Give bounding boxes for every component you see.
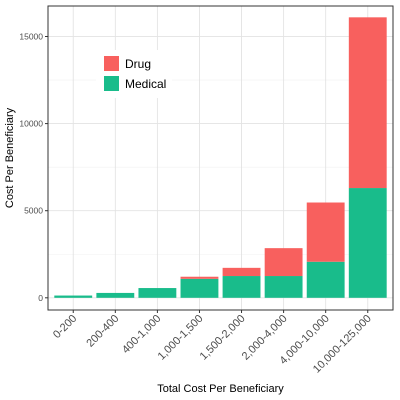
bars <box>54 17 387 298</box>
bar-drug-3 <box>180 276 219 279</box>
bar-medical-0 <box>54 295 93 298</box>
bar-medical-1 <box>96 292 135 298</box>
x-axis-title: Total Cost Per Beneficiary <box>157 383 284 395</box>
y-tick-label: 10000 <box>19 119 43 129</box>
legend-label-drug: Drug <box>125 57 151 71</box>
x-axis: 0-200 200-400400-1,0001,000-1,5001,500-2,… <box>51 310 374 376</box>
bar-medical-5 <box>264 276 303 298</box>
bar-medical-4 <box>222 276 261 298</box>
y-axis: 0 5000 10000 15000 <box>19 31 48 303</box>
bar-drug-7 <box>348 17 387 189</box>
legend-label-medical: Medical <box>125 77 166 91</box>
bar-medical-6 <box>306 261 345 298</box>
x-tick-label: 0-200 <box>51 313 79 341</box>
legend-swatch-drug <box>104 56 119 71</box>
legend-swatch-medical <box>104 76 119 91</box>
x-tick-label: 200-400 <box>84 313 121 350</box>
bar-medical-2 <box>138 288 177 298</box>
y-tick-label: 15000 <box>19 31 43 41</box>
plot-border <box>47 5 394 311</box>
bar-drug-4 <box>222 267 261 277</box>
y-axis-title: Cost Per Beneficiary <box>4 107 16 208</box>
legend: Drug Medical <box>96 50 172 98</box>
y-tick-label: 5000 <box>24 206 43 216</box>
y-tick-label: 0 <box>38 293 43 303</box>
x-tick-label: 400-1,000 <box>120 313 164 357</box>
bar-drug-6 <box>306 202 345 262</box>
bar-medical-3 <box>180 278 219 298</box>
bar-drug-5 <box>264 248 303 277</box>
bar-medical-7 <box>348 188 387 298</box>
